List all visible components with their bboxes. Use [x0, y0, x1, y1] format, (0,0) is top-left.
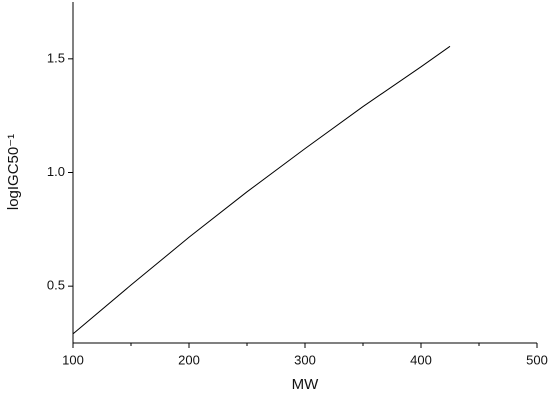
x-tick-label: 400: [410, 352, 432, 367]
x-tick-label: 100: [62, 352, 84, 367]
x-tick-label: 300: [294, 352, 316, 367]
x-tick-label: 200: [178, 352, 200, 367]
x-tick-label: 500: [526, 352, 548, 367]
y-tick-label: 0.5: [47, 278, 65, 293]
y-tick-label: 1.0: [47, 164, 65, 179]
x-axis-label: MW: [292, 376, 319, 393]
line: [72, 45, 451, 335]
y-tick-label: 1.5: [47, 50, 65, 65]
y-axis-label: logIGC50⁻¹: [5, 134, 22, 210]
